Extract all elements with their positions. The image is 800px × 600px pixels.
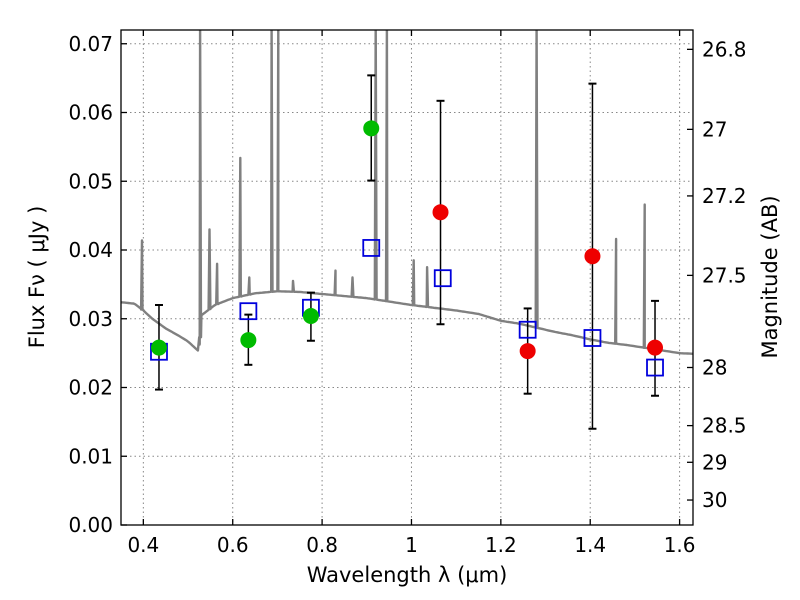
y-tick-label: 0.04	[68, 238, 113, 262]
magnitude-tick-label: 26.8	[702, 37, 747, 61]
errorbar-layer	[154, 74, 660, 430]
tick-layer: 0.4 0.6 0.8 1 1.2 1.4 1.6 0.00 0.01 0.02 0.03 0.04 0…	[68, 30, 747, 557]
red-data-point	[432, 204, 449, 221]
y-axis-label: Flux Fν ( μJy )	[25, 206, 49, 349]
magnitude-tick-label: 27	[702, 117, 727, 141]
model-spectrum	[121, 30, 693, 355]
x-tick-label: 1	[405, 533, 418, 557]
model-flux-square	[433, 269, 452, 288]
y-tick-label: 0.05	[68, 169, 113, 193]
magnitude-tick-label: 27.5	[702, 263, 747, 287]
model-flux-square	[518, 320, 537, 339]
x-tick-label: 1.2	[485, 533, 517, 557]
y-tick-label: 0.03	[68, 307, 113, 331]
x-tick-label: 1.4	[574, 533, 606, 557]
x-tick-label: 1.6	[664, 533, 696, 557]
red-data-point	[647, 339, 664, 356]
model-flux-square	[362, 239, 381, 257]
x-axis-label: Wavelength λ (μm)	[307, 563, 508, 587]
magnitude-tick-label: 30	[702, 488, 727, 512]
grid-layer	[121, 30, 693, 525]
magnitude-tick-label: 28	[702, 355, 727, 379]
y-tick-label: 0.02	[68, 376, 113, 400]
model-flux-square	[239, 302, 258, 321]
y-axis-right-label: Magnitude (AB)	[758, 195, 782, 358]
spectrum-line	[121, 30, 693, 355]
green-data-point	[240, 332, 257, 349]
magnitude-tick-label: 27.2	[702, 184, 747, 208]
y-tick-label: 0.01	[68, 444, 113, 468]
x-tick-label: 0.8	[306, 533, 338, 557]
green-data-point	[302, 308, 319, 324]
red-data-point	[584, 248, 601, 265]
model-flux-square	[583, 329, 602, 347]
marker-layer	[150, 120, 664, 377]
y-tick-label: 0.00	[68, 513, 113, 537]
green-data-point	[150, 339, 167, 356]
magnitude-tick-label: 28.5	[702, 414, 747, 438]
x-tick-label: 0.6	[217, 533, 249, 557]
plot-frame	[120, 29, 694, 526]
green-data-point	[363, 120, 380, 137]
x-tick-label: 0.4	[127, 533, 159, 557]
model-flux-square	[646, 358, 664, 377]
y-tick-label: 0.06	[68, 101, 113, 125]
y-tick-label: 0.07	[68, 32, 113, 56]
magnitude-tick-label: 29	[702, 450, 727, 474]
red-data-point	[519, 343, 536, 360]
